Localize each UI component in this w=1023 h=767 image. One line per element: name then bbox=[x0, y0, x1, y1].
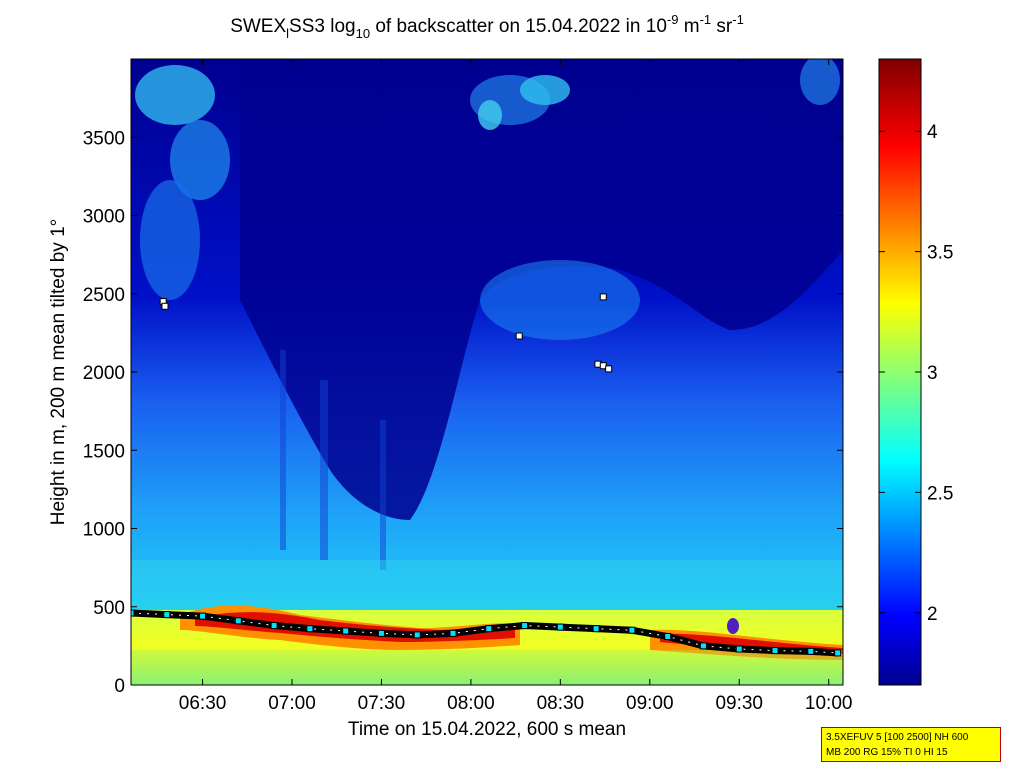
info-line-1: 3.5XEFUV 5 [100 2500] NH 600 bbox=[826, 732, 969, 743]
x-tick-label: 08:30 bbox=[537, 693, 585, 714]
axes-layer: 06:30 07:00 07:30 08:00 08:30 09:00 09:30 10:00… bbox=[83, 59, 853, 714]
title-sub-b: 10 bbox=[356, 26, 370, 41]
heatmap-field bbox=[131, 59, 843, 685]
title-part-a: SWEX bbox=[230, 16, 286, 37]
boundary-layer-point bbox=[413, 631, 421, 639]
title-sup-c: -9 bbox=[667, 12, 679, 27]
x-tick-label: 10:00 bbox=[805, 693, 853, 714]
settings-info-box: 3.5XEFUV 5 [100 2500] NH 600 MB 200 RG 1… bbox=[821, 727, 1001, 762]
x-axis-label: Time on 15.04.2022, 600 s mean bbox=[348, 719, 626, 740]
boundary-layer-point bbox=[834, 649, 842, 657]
y-axis-label: Height in m, 200 m mean tilted by 1° bbox=[48, 219, 69, 525]
title-part-e: sr bbox=[711, 16, 733, 37]
boundary-layer-point bbox=[131, 609, 135, 617]
title-sup-d: -1 bbox=[700, 12, 712, 27]
x-tick-label: 07:30 bbox=[358, 693, 406, 714]
colorbar bbox=[879, 59, 921, 685]
boundary-layer-point bbox=[449, 629, 457, 637]
boundary-layer-point bbox=[306, 625, 314, 633]
boundary-layer-point bbox=[628, 626, 636, 634]
chart-title: SWEXlSS3 log10 of backscatter on 15.04.2… bbox=[230, 12, 744, 41]
y-tick-label: 3500 bbox=[83, 128, 125, 149]
boundary-layer-point bbox=[234, 617, 242, 625]
boundary-layer-point bbox=[199, 612, 207, 620]
x-tick-label: 08:00 bbox=[447, 693, 495, 714]
colorbar-ticks: 2 2.5 3 3.5 4 bbox=[879, 122, 953, 625]
boundary-layer-point bbox=[163, 611, 171, 619]
boundary-layer-point bbox=[807, 647, 815, 655]
x-tick-label: 06:30 bbox=[179, 693, 227, 714]
x-tick-label: 09:30 bbox=[715, 693, 763, 714]
y-tick-label: 2500 bbox=[83, 285, 125, 306]
boundary-layer-layer bbox=[131, 293, 842, 657]
boundary-layer-point bbox=[771, 647, 779, 655]
title-part-c: of backscatter on 15.04.2022 in 10 bbox=[370, 16, 667, 37]
title-part-d: m bbox=[678, 16, 699, 37]
boundary-layer-point bbox=[270, 622, 278, 630]
colorbar-tick-label: 2 bbox=[927, 604, 938, 625]
title-part-b: SS3 log bbox=[289, 16, 356, 37]
upper-layer-marker bbox=[599, 293, 607, 301]
colorbar-tick-label: 4 bbox=[927, 122, 938, 143]
boundary-layer-point bbox=[342, 627, 350, 635]
y-tick-label: 2000 bbox=[83, 363, 125, 384]
colorbar-tick-label: 3.5 bbox=[927, 243, 953, 264]
x-tick-label: 07:00 bbox=[268, 693, 316, 714]
boundary-layer-point bbox=[735, 645, 743, 653]
boundary-layer-point bbox=[592, 625, 600, 633]
title-sup-e: -1 bbox=[732, 12, 744, 27]
boundary-layer-point bbox=[485, 625, 493, 633]
upper-layer-marker bbox=[161, 302, 169, 310]
colorbar-tick-label: 2.5 bbox=[927, 483, 953, 504]
boundary-layer-point bbox=[556, 623, 564, 631]
y-tick-label: 1000 bbox=[83, 520, 125, 541]
upper-layer-marker bbox=[605, 365, 613, 373]
boundary-layer-point bbox=[377, 629, 385, 637]
x-tick-label: 09:00 bbox=[626, 693, 674, 714]
boundary-layer-point bbox=[664, 632, 672, 640]
boundary-layer-point bbox=[699, 642, 707, 650]
y-tick-label: 1500 bbox=[83, 441, 125, 462]
title-sub-a: l bbox=[286, 26, 289, 41]
y-tick-label: 500 bbox=[93, 598, 125, 619]
y-tick-label: 0 bbox=[114, 676, 125, 697]
upper-layer-marker bbox=[515, 332, 523, 340]
info-line-2: MB 200 RG 15% TI 0 HI 15 bbox=[826, 747, 948, 758]
boundary-layer-point bbox=[521, 622, 529, 630]
y-tick-label: 3000 bbox=[83, 207, 125, 228]
colorbar-tick-label: 3 bbox=[927, 363, 938, 384]
